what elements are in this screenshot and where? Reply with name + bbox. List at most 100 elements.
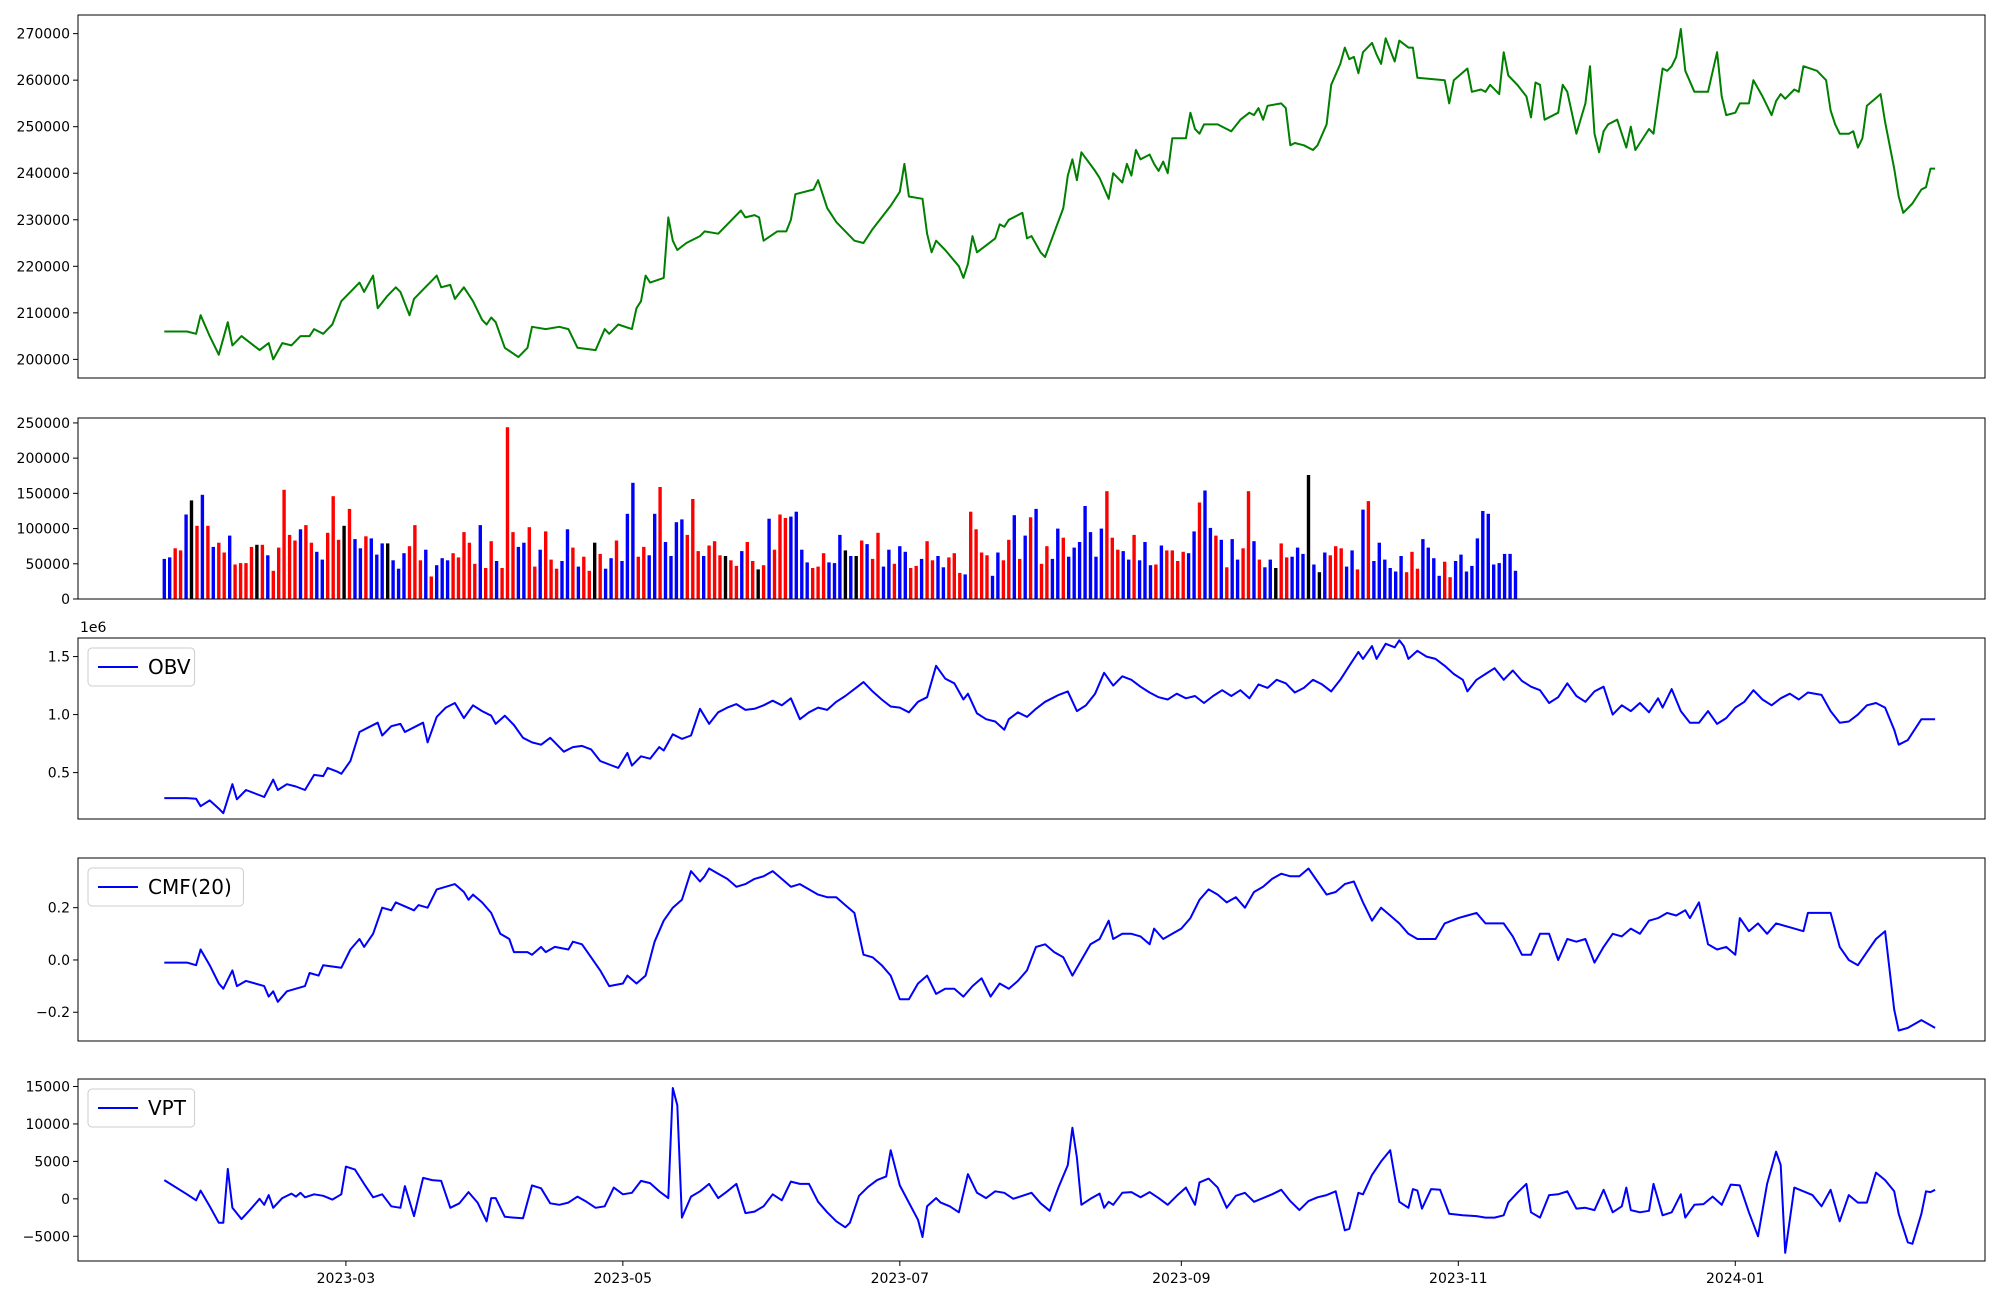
- volume-bar: [702, 556, 706, 599]
- volume-bar: [598, 553, 602, 599]
- volume-bar: [233, 564, 237, 599]
- x-tick-label: 2023-07: [871, 1271, 930, 1287]
- volume-bar: [473, 563, 477, 599]
- volume-bar: [364, 536, 368, 599]
- volume-bar: [1475, 538, 1480, 599]
- volume-bar: [751, 561, 755, 599]
- panel-volume: 0 50000 100000 150000 200000 250000: [17, 416, 1986, 608]
- volume-bar: [625, 513, 630, 599]
- volume-bar: [778, 514, 782, 599]
- volume-ytick-label: 100000: [17, 522, 70, 538]
- volume-bar: [266, 555, 270, 599]
- volume-bar: [445, 560, 450, 599]
- volume-bar: [794, 511, 798, 599]
- volume-bar: [1007, 539, 1011, 599]
- volume-bar: [1045, 546, 1049, 599]
- volume-bar: [1094, 556, 1098, 599]
- volume-bar: [522, 542, 526, 599]
- vpt-ytick-label: 5000: [34, 1154, 70, 1170]
- volume-bar: [178, 550, 183, 599]
- volume-bar: [244, 563, 248, 599]
- volume-bar: [696, 551, 700, 599]
- volume-ytick-label: 200000: [17, 451, 70, 467]
- volume-bar: [217, 542, 221, 599]
- volume-bar: [358, 548, 363, 599]
- volume-bar: [1230, 539, 1234, 599]
- volume-bar: [647, 555, 651, 599]
- volume-bar: [1170, 550, 1174, 599]
- volume-bar: [1464, 571, 1469, 599]
- volume-bar: [854, 556, 858, 599]
- volume-ytick-label: 0: [61, 592, 70, 608]
- volume-bar: [538, 549, 542, 599]
- x-tick-label: 2023-09: [1152, 1271, 1211, 1287]
- volume-bar: [1225, 567, 1229, 599]
- volume-bar: [347, 508, 352, 599]
- volume-bar: [887, 549, 891, 599]
- vpt-ytick-label: 0: [61, 1192, 70, 1208]
- volume-bar: [184, 514, 188, 599]
- volume-bar: [691, 499, 695, 599]
- volume-bar: [620, 561, 624, 599]
- volume-bar: [467, 542, 472, 599]
- obv-ytick-label: 0.5: [48, 766, 70, 782]
- volume-bar: [1110, 537, 1114, 599]
- volume-bar: [1197, 502, 1202, 599]
- volume-bar: [1208, 527, 1213, 599]
- volume-bar: [952, 553, 956, 599]
- volume-bar: [582, 556, 586, 599]
- volume-bar: [1214, 535, 1218, 599]
- cmf-legend: CMF(20): [87, 867, 244, 907]
- volume-bar: [516, 546, 521, 599]
- volume-bar: [429, 576, 433, 599]
- volume-bar: [919, 558, 924, 599]
- volume-bar: [609, 558, 613, 599]
- volume-bar: [451, 553, 455, 599]
- volume-bar: [925, 541, 929, 599]
- volume-bar: [614, 540, 619, 599]
- volume-bar: [1366, 501, 1371, 599]
- volume-bar: [1018, 558, 1022, 599]
- volume-bar: [326, 532, 330, 599]
- volume-bar: [1186, 553, 1191, 599]
- volume-bar: [1350, 550, 1354, 599]
- volume-bar: [571, 547, 575, 599]
- cmf-ytick-label: −0.2: [36, 1005, 70, 1021]
- volume-bar: [881, 566, 886, 599]
- volume-bar: [1432, 558, 1436, 599]
- volume-bar: [391, 560, 395, 599]
- volume-bar: [440, 558, 444, 599]
- volume-bar: [1268, 559, 1272, 599]
- volume-bar: [1306, 475, 1311, 599]
- volume-bar: [222, 552, 226, 599]
- volume-bar: [336, 539, 341, 599]
- volume-bar: [1105, 491, 1109, 599]
- volume-bar: [811, 568, 815, 599]
- volume-bar: [228, 535, 232, 599]
- volume-bar: [315, 551, 319, 599]
- volume-bar: [740, 551, 744, 599]
- volume-bar: [505, 427, 510, 599]
- volume-bar: [1339, 548, 1343, 599]
- volume-bar: [680, 519, 684, 599]
- vpt-ytick-label: −5000: [23, 1229, 70, 1245]
- volume-bar: [1154, 564, 1158, 599]
- volume-bar: [718, 555, 722, 599]
- volume-bar: [930, 560, 935, 599]
- panel-cmf: −0.2 0.0 0.2 CMF(20): [36, 857, 1986, 1042]
- volume-bar: [734, 565, 739, 599]
- volume-bar: [1323, 552, 1327, 599]
- volume-bar: [380, 543, 384, 599]
- volume-bar: [554, 568, 559, 599]
- cmf-ytick-label: 0.2: [48, 901, 70, 917]
- volume-bar: [1181, 551, 1185, 599]
- volume-bar: [1383, 559, 1387, 599]
- volume-bar: [969, 511, 973, 599]
- price-ytick-label: 210000: [17, 306, 70, 322]
- volume-bar: [293, 540, 297, 599]
- volume-bar: [674, 522, 679, 599]
- volume-bar: [1443, 561, 1447, 599]
- volume-bar: [162, 558, 166, 599]
- volume-bar: [1334, 546, 1338, 599]
- volume-bar: [1176, 561, 1180, 599]
